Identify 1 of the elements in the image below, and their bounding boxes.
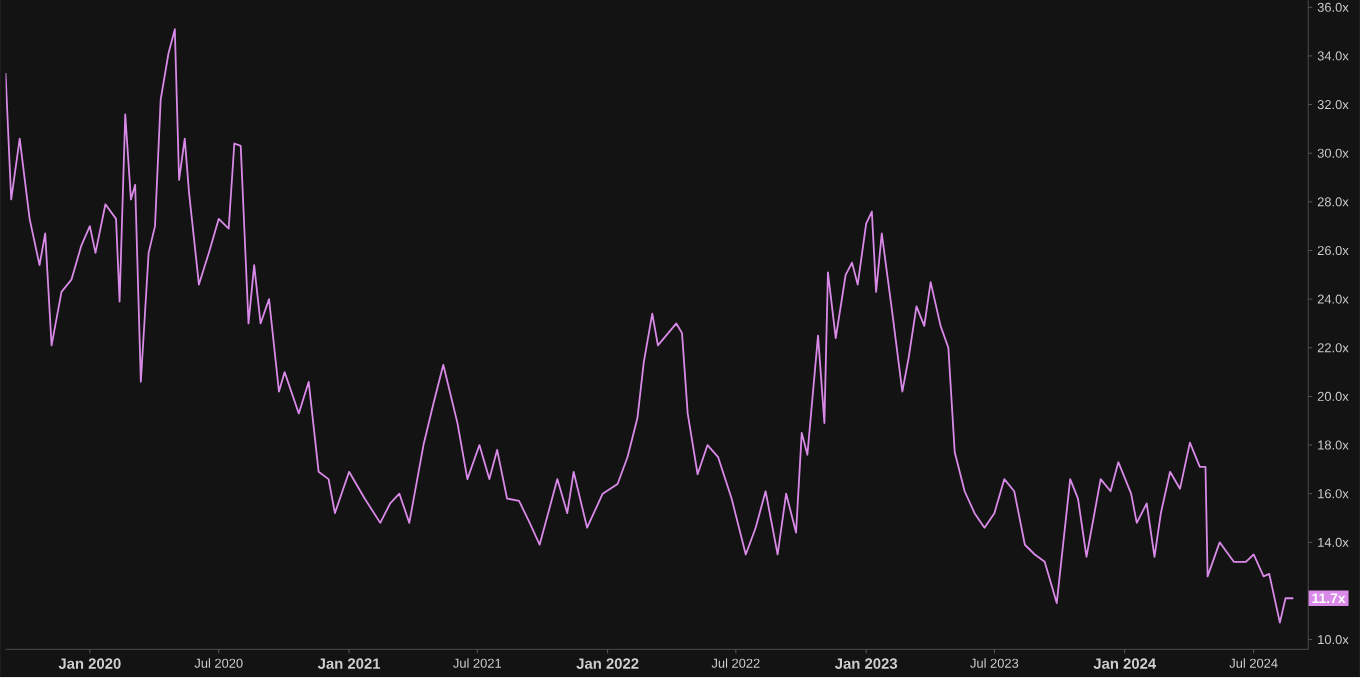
line-series [5,28,1295,624]
